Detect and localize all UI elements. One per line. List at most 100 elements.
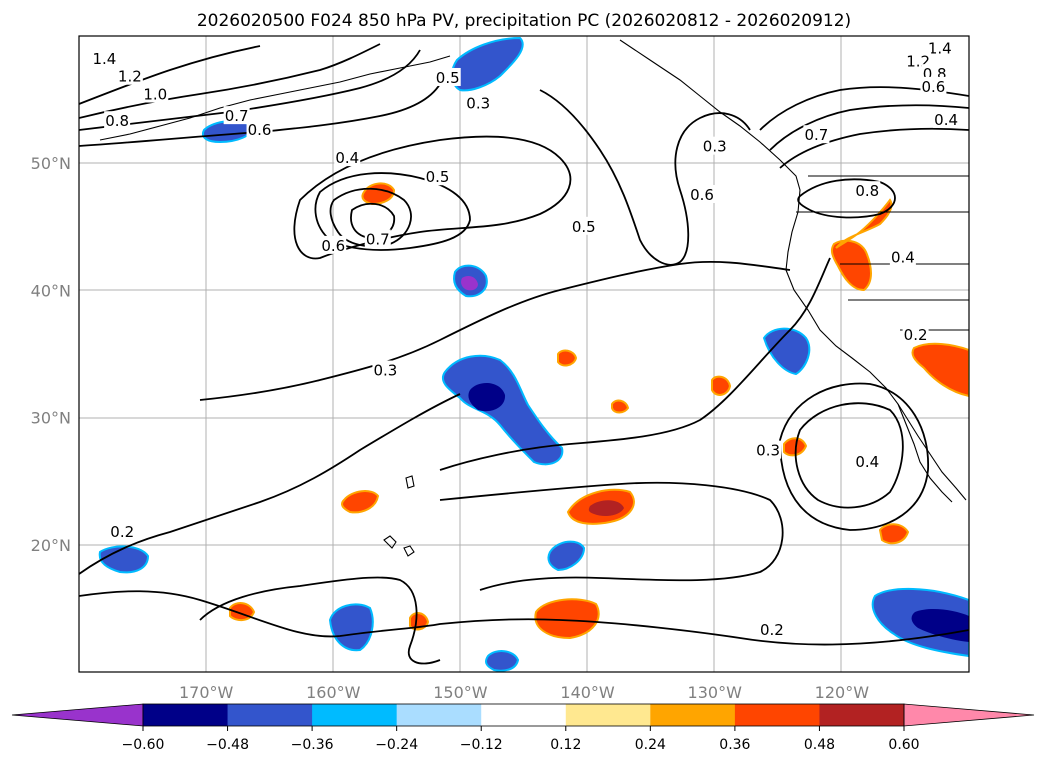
colorbar-extend-high: [903, 703, 1035, 727]
contour-label: 0.3: [703, 138, 727, 156]
contour-label: 0.2: [110, 523, 134, 541]
colorbar-bin: [227, 704, 313, 726]
contour-label-bg: [689, 185, 715, 203]
colorbar-bin: [734, 704, 820, 726]
precip-blob-pos-baja: [911, 342, 969, 398]
contour-label-bg: [320, 235, 347, 254]
contour-label: 0.3: [466, 94, 490, 112]
precip-blob-pos-small4: [783, 437, 808, 457]
colorbar-bin: [565, 704, 651, 726]
contour-east-3: [779, 127, 969, 169]
contour-label: 0.5: [426, 168, 450, 186]
lat-axis: 20°N 30°N 40°N 50°N: [31, 154, 71, 555]
contour-label-bg: [926, 38, 953, 57]
colorbar-swatches: [11, 703, 1035, 727]
colorbar-tick-label: 0.48: [804, 737, 835, 753]
contour-label: 0.4: [934, 111, 958, 129]
colorbar-tick-label: 0.60: [888, 737, 919, 753]
coast-hawaii: [383, 475, 415, 557]
contour-0.3-loop: [439, 257, 831, 471]
contour-label: 0.4: [335, 149, 359, 167]
contour-label-bg: [364, 229, 391, 248]
contour-label: 0.8: [105, 112, 129, 130]
contour-label: 0.2: [904, 326, 928, 344]
contour-label-bg: [902, 324, 929, 343]
coast-alaska-aleutians: [99, 55, 451, 141]
contour-label: 0.5: [436, 69, 460, 87]
contour-label-bg: [424, 167, 451, 186]
coast-baja: [897, 403, 953, 503]
lon-tick-label: 120°W: [815, 683, 870, 702]
colorbar-bin: [650, 704, 736, 726]
coast-alaska-panhandle: [619, 39, 801, 213]
contour-label-bg: [223, 106, 250, 125]
contour-high-lat-3: [79, 49, 421, 131]
contour-label-bg: [372, 360, 399, 379]
contour-label: 0.6: [248, 121, 272, 139]
contour-ridge-mid: [539, 89, 751, 266]
colorbar-bin: [819, 704, 905, 726]
precip-blob-pos-norcal: [830, 198, 893, 292]
contour-label-bg: [434, 67, 461, 86]
precip-blob-tropic-mid: [547, 540, 586, 572]
lon-tick-label: 140°W: [560, 683, 615, 702]
precip-blob-pos-small2: [557, 349, 578, 367]
lat-tick-label: 50°N: [31, 154, 71, 173]
contour-label: 0.5: [572, 218, 596, 236]
contour-label: 0.6: [921, 78, 945, 96]
contour-high-lat-1: [79, 45, 261, 105]
precip-blob-west-edge: [98, 545, 150, 574]
colorbar-bin: [143, 704, 229, 726]
contour-label-bg: [246, 120, 273, 139]
precip-blob-small-south: [485, 650, 520, 672]
contour-labels: 1.41.21.00.8 0.70.60.40.50.30.50.6 0.70.50…: [91, 38, 960, 639]
lat-tick-label: 40°N: [31, 281, 71, 300]
lon-tick-label: 170°W: [179, 683, 234, 702]
contour-label-bg: [116, 66, 143, 85]
precip-blob-pos-small3: [611, 399, 630, 414]
lon-tick-label: 130°W: [688, 683, 743, 702]
precip-core-southeast: [911, 609, 969, 642]
precip-blob-midpac: [441, 354, 564, 466]
contour-label-bg: [854, 181, 881, 200]
contour-0.4-baja-ring: [794, 402, 904, 509]
contour-label: 0.6: [690, 186, 714, 204]
coast-west-us: [785, 211, 967, 501]
contour-label: 0.7: [225, 107, 249, 125]
contour-0.3-main: [199, 260, 791, 401]
map-panel: 1.41.21.00.8 0.70.60.40.50.30.50.6 0.70.50…: [78, 35, 970, 673]
precip-blob-pos-small5: [878, 523, 910, 545]
contour-label: 0.7: [804, 126, 828, 144]
precip-core-40n: [461, 276, 478, 291]
contour-label: 0.7: [366, 231, 390, 249]
map-frame: [78, 35, 970, 673]
colorbar-tick-label: −0.36: [291, 737, 334, 753]
contour-label: 0.2: [760, 621, 784, 639]
colorbar-tick-label: 0.12: [550, 737, 581, 753]
contour-label-bg: [109, 522, 136, 541]
contour-label-bg: [889, 247, 916, 266]
contour-label-bg: [104, 111, 131, 130]
contour-label: 1.4: [92, 50, 116, 68]
contour-label: 0.4: [855, 453, 879, 471]
precip-blob-pos-west: [341, 490, 380, 514]
colorbar-tick-label: −0.48: [206, 737, 249, 753]
contour-label-bg: [701, 136, 728, 155]
contour-label-bg: [854, 452, 881, 471]
contour-tropic-band: [439, 481, 784, 591]
lat-tick-label: 30°N: [31, 409, 71, 428]
contour-hawaii-loop: [199, 576, 441, 665]
contour-label: 0.3: [756, 442, 780, 460]
precip-core-pos-subtropic: [588, 500, 624, 516]
colorbar-tick-label: 0.36: [719, 737, 750, 753]
contour-label: 0.8: [855, 182, 879, 200]
contour-label-bg: [334, 148, 361, 167]
colorbar-bin: [396, 704, 482, 726]
colorbar-frame: [142, 703, 905, 727]
contour-label-bg: [933, 109, 960, 128]
contour-east-closed: [797, 178, 896, 219]
precip-blob-pos-small1: [711, 375, 732, 396]
contour-label-bg: [920, 76, 947, 95]
colorbar-tick-label: −0.12: [460, 737, 503, 753]
contour-label-bg: [570, 216, 597, 235]
